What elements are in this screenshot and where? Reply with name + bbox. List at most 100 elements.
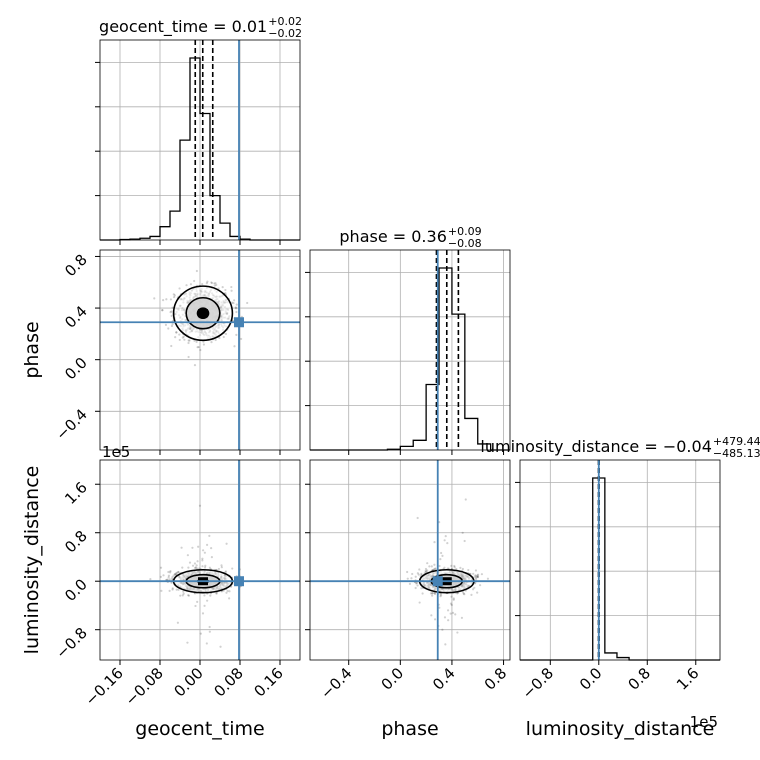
sample-point [162,299,165,302]
sample-point [188,561,192,564]
panel-title: phase = 0.36 [339,227,446,246]
sample-point [210,281,213,284]
sample-point [414,575,417,578]
sample-point [178,333,181,336]
sample-point [164,323,168,326]
sample-point [173,573,177,576]
sample-point [235,310,238,314]
tick-label-x: −0.16 [82,664,127,709]
sample-point [235,303,238,306]
sample-point [234,307,238,310]
sample-point [450,564,453,567]
tick-label-x: 0.0 [378,664,408,694]
sample-point [171,588,174,591]
sample-point [471,588,475,591]
panel-title-sub: −0.08 [448,237,482,250]
sample-point [224,288,227,292]
sample-point [169,298,173,301]
sample-point [174,573,178,576]
sample-point [201,282,204,286]
tick-label-y: 0.0 [61,354,91,384]
sample-point [476,591,479,594]
sample-point [213,282,216,285]
sample-point [415,581,418,585]
sample-point [411,572,414,576]
sample-point [438,606,441,609]
sample-point [214,338,217,342]
tick-label-x: 0.8 [481,664,511,694]
sample-point [182,590,185,593]
sample-point [205,281,208,285]
sample-point [196,346,199,349]
sample-point [205,543,209,546]
sample-point [187,355,190,359]
sample-point [161,309,164,312]
tick-label-y: 1.6 [61,478,91,508]
sample-point [449,612,452,615]
sample-point [208,625,211,629]
sample-point [456,631,459,634]
sample-point [170,310,173,313]
sample-point [439,592,442,596]
sample-point [474,574,477,577]
sample-point [180,546,183,549]
sample-point [230,289,233,292]
sample-point [426,569,429,572]
sample-point [170,577,173,580]
hist-panel-phase: phase = 0.36 +0.09−0.08 [305,225,511,455]
sample-point [196,560,199,563]
sample-point [433,592,436,595]
sample-point [474,576,478,580]
sample-point [233,345,236,348]
sample-point [434,567,437,570]
sample-point [194,566,197,569]
sample-point [444,535,447,538]
sample-point [431,591,434,595]
sample-point [203,604,206,607]
sample-point [443,539,446,542]
sample-point [463,593,466,596]
sample-point [446,609,450,612]
sample-point [204,564,207,567]
sample-point [234,306,237,309]
panel-frame [519,459,721,661]
y-axis-label-phase: phase [21,321,43,378]
sample-point [420,573,423,576]
sample-point [199,348,202,352]
sample-point [424,569,427,573]
sample-point [429,592,433,595]
sample-point [476,575,479,578]
sample-point [177,570,180,574]
sample-point [450,603,453,607]
sample-point [193,562,197,565]
sample-point [453,566,456,569]
sample-point [188,339,191,342]
sample-point [167,576,170,579]
sample-point [225,591,228,594]
offset-text-y: 1e5 [102,443,130,461]
sample-point [207,668,209,670]
sample-point [220,566,223,569]
sample-point [443,616,447,619]
sample-point [476,575,480,578]
panel-frame [309,459,511,661]
sample-point [187,594,190,597]
panel-frame [309,249,511,451]
sample-point [464,498,467,501]
tick-label-y: 0.8 [61,527,91,557]
sample-point [201,549,205,552]
sample-point [178,338,181,342]
sample-point [417,573,420,576]
tick-label-x: −0.4 [317,664,355,702]
sample-point [474,578,478,581]
panel-title-main: geocent_time = 0.01 [99,17,267,37]
sample-point [222,335,225,339]
sample-point [171,575,174,579]
sample-point [246,301,249,305]
hist-panel-luminosity_distance: luminosity_distance = −0.04 +479.44−485.1… [480,435,760,665]
sample-point [451,611,455,614]
panel-title-main: phase = 0.36 [339,227,446,246]
sample-point [452,597,455,600]
sample-point [195,269,198,273]
sample-point [169,571,172,574]
